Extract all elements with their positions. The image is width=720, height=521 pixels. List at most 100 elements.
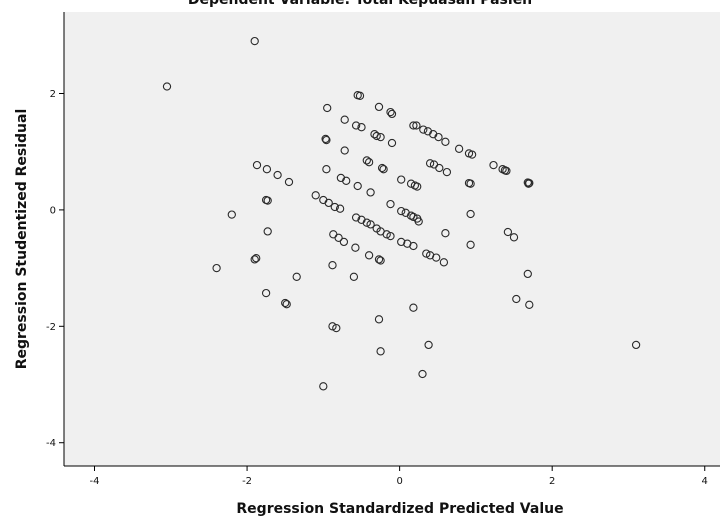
data-point: [319, 382, 328, 391]
x-tick-label: -2: [242, 476, 252, 487]
data-point: [284, 177, 294, 187]
data-point: [382, 230, 391, 239]
data-point: [263, 196, 272, 205]
x-tick-label: 2: [549, 476, 555, 487]
data-point: [503, 227, 513, 237]
data-point: [422, 249, 431, 258]
y-tick-label: -2: [46, 322, 56, 333]
data-point: [412, 121, 421, 130]
data-point: [377, 163, 387, 173]
data-point: [252, 254, 261, 263]
data-point: [212, 263, 221, 273]
data-point: [512, 294, 521, 304]
data-point: [454, 144, 464, 153]
data-point: [340, 115, 349, 124]
data-point: [397, 175, 406, 184]
data-point: [409, 121, 418, 130]
data-point: [311, 191, 320, 200]
data-point: [434, 132, 443, 142]
data-point: [322, 135, 331, 145]
data-point: [342, 176, 351, 185]
data-point: [386, 107, 395, 117]
data-point: [273, 170, 282, 180]
x-tick-label: -4: [90, 476, 100, 487]
chart-title: Dependent Variable: Total Kepuasan Pasie…: [188, 0, 532, 8]
data-point: [364, 158, 374, 167]
data-point: [509, 233, 519, 242]
data-point: [631, 340, 641, 350]
data-point: [397, 206, 406, 216]
data-point: [323, 103, 332, 113]
data-point: [261, 288, 271, 298]
data-point: [525, 300, 534, 309]
data-point: [262, 165, 272, 174]
data-point: [332, 323, 341, 333]
data-point: [353, 181, 362, 191]
x-tick-label: 0: [396, 476, 402, 487]
data-point: [442, 167, 452, 177]
data-point: [418, 369, 427, 379]
data-point: [351, 121, 361, 130]
data-point: [334, 233, 343, 242]
data-point: [409, 303, 418, 312]
data-point: [362, 218, 371, 227]
data-point: [441, 229, 450, 238]
data-point: [372, 131, 381, 141]
data-point: [322, 165, 331, 174]
data-point: [387, 138, 397, 148]
y-tick-label: 2: [50, 89, 56, 100]
x-axis-label: Regression Standardized Predicted Value: [236, 501, 563, 517]
data-point: [387, 109, 397, 119]
data-point: [364, 251, 374, 260]
data-point: [162, 82, 172, 91]
data-point: [328, 322, 337, 331]
data-point: [466, 209, 475, 219]
data-point: [466, 179, 475, 188]
data-point: [292, 272, 301, 281]
data-point: [324, 198, 333, 208]
data-point: [362, 156, 371, 165]
data-point: [227, 210, 236, 219]
data-point: [523, 269, 532, 279]
data-point: [374, 315, 384, 324]
data-point: [379, 165, 388, 174]
data-point: [414, 217, 423, 226]
data-point: [376, 256, 385, 265]
data-point: [424, 340, 433, 350]
data-point: [419, 125, 428, 134]
data-point: [335, 204, 345, 213]
data-point: [263, 227, 272, 236]
data-point: [386, 231, 395, 241]
scatter-points: [162, 36, 641, 391]
data-point: [376, 132, 385, 142]
data-point: [441, 137, 450, 146]
data-point: [366, 220, 375, 229]
data-point: [340, 146, 349, 155]
data-point: [397, 237, 406, 247]
data-point: [339, 237, 349, 247]
data-point: [252, 160, 262, 170]
data-point: [366, 188, 375, 197]
data-point: [374, 255, 384, 264]
axis-ticks: -4 -2 0 2 4 2 0 -2 -4: [46, 89, 708, 487]
data-point: [502, 166, 511, 176]
data-point: [349, 272, 359, 281]
data-point: [357, 123, 366, 132]
y-tick-label: -4: [46, 438, 56, 449]
data-point: [282, 300, 291, 309]
y-axis-label: Regression Studentized Residual: [14, 109, 30, 370]
data-point: [374, 102, 384, 112]
data-point: [351, 213, 361, 222]
data-point: [386, 199, 395, 209]
x-tick-label: 4: [702, 476, 708, 487]
data-point: [281, 298, 290, 308]
data-point: [409, 241, 418, 251]
data-point: [355, 91, 365, 100]
data-point: [466, 240, 475, 249]
data-point: [489, 160, 498, 170]
data-point: [250, 36, 259, 46]
data-point: [328, 261, 337, 270]
data-point: [435, 163, 444, 173]
data-point: [321, 134, 330, 144]
